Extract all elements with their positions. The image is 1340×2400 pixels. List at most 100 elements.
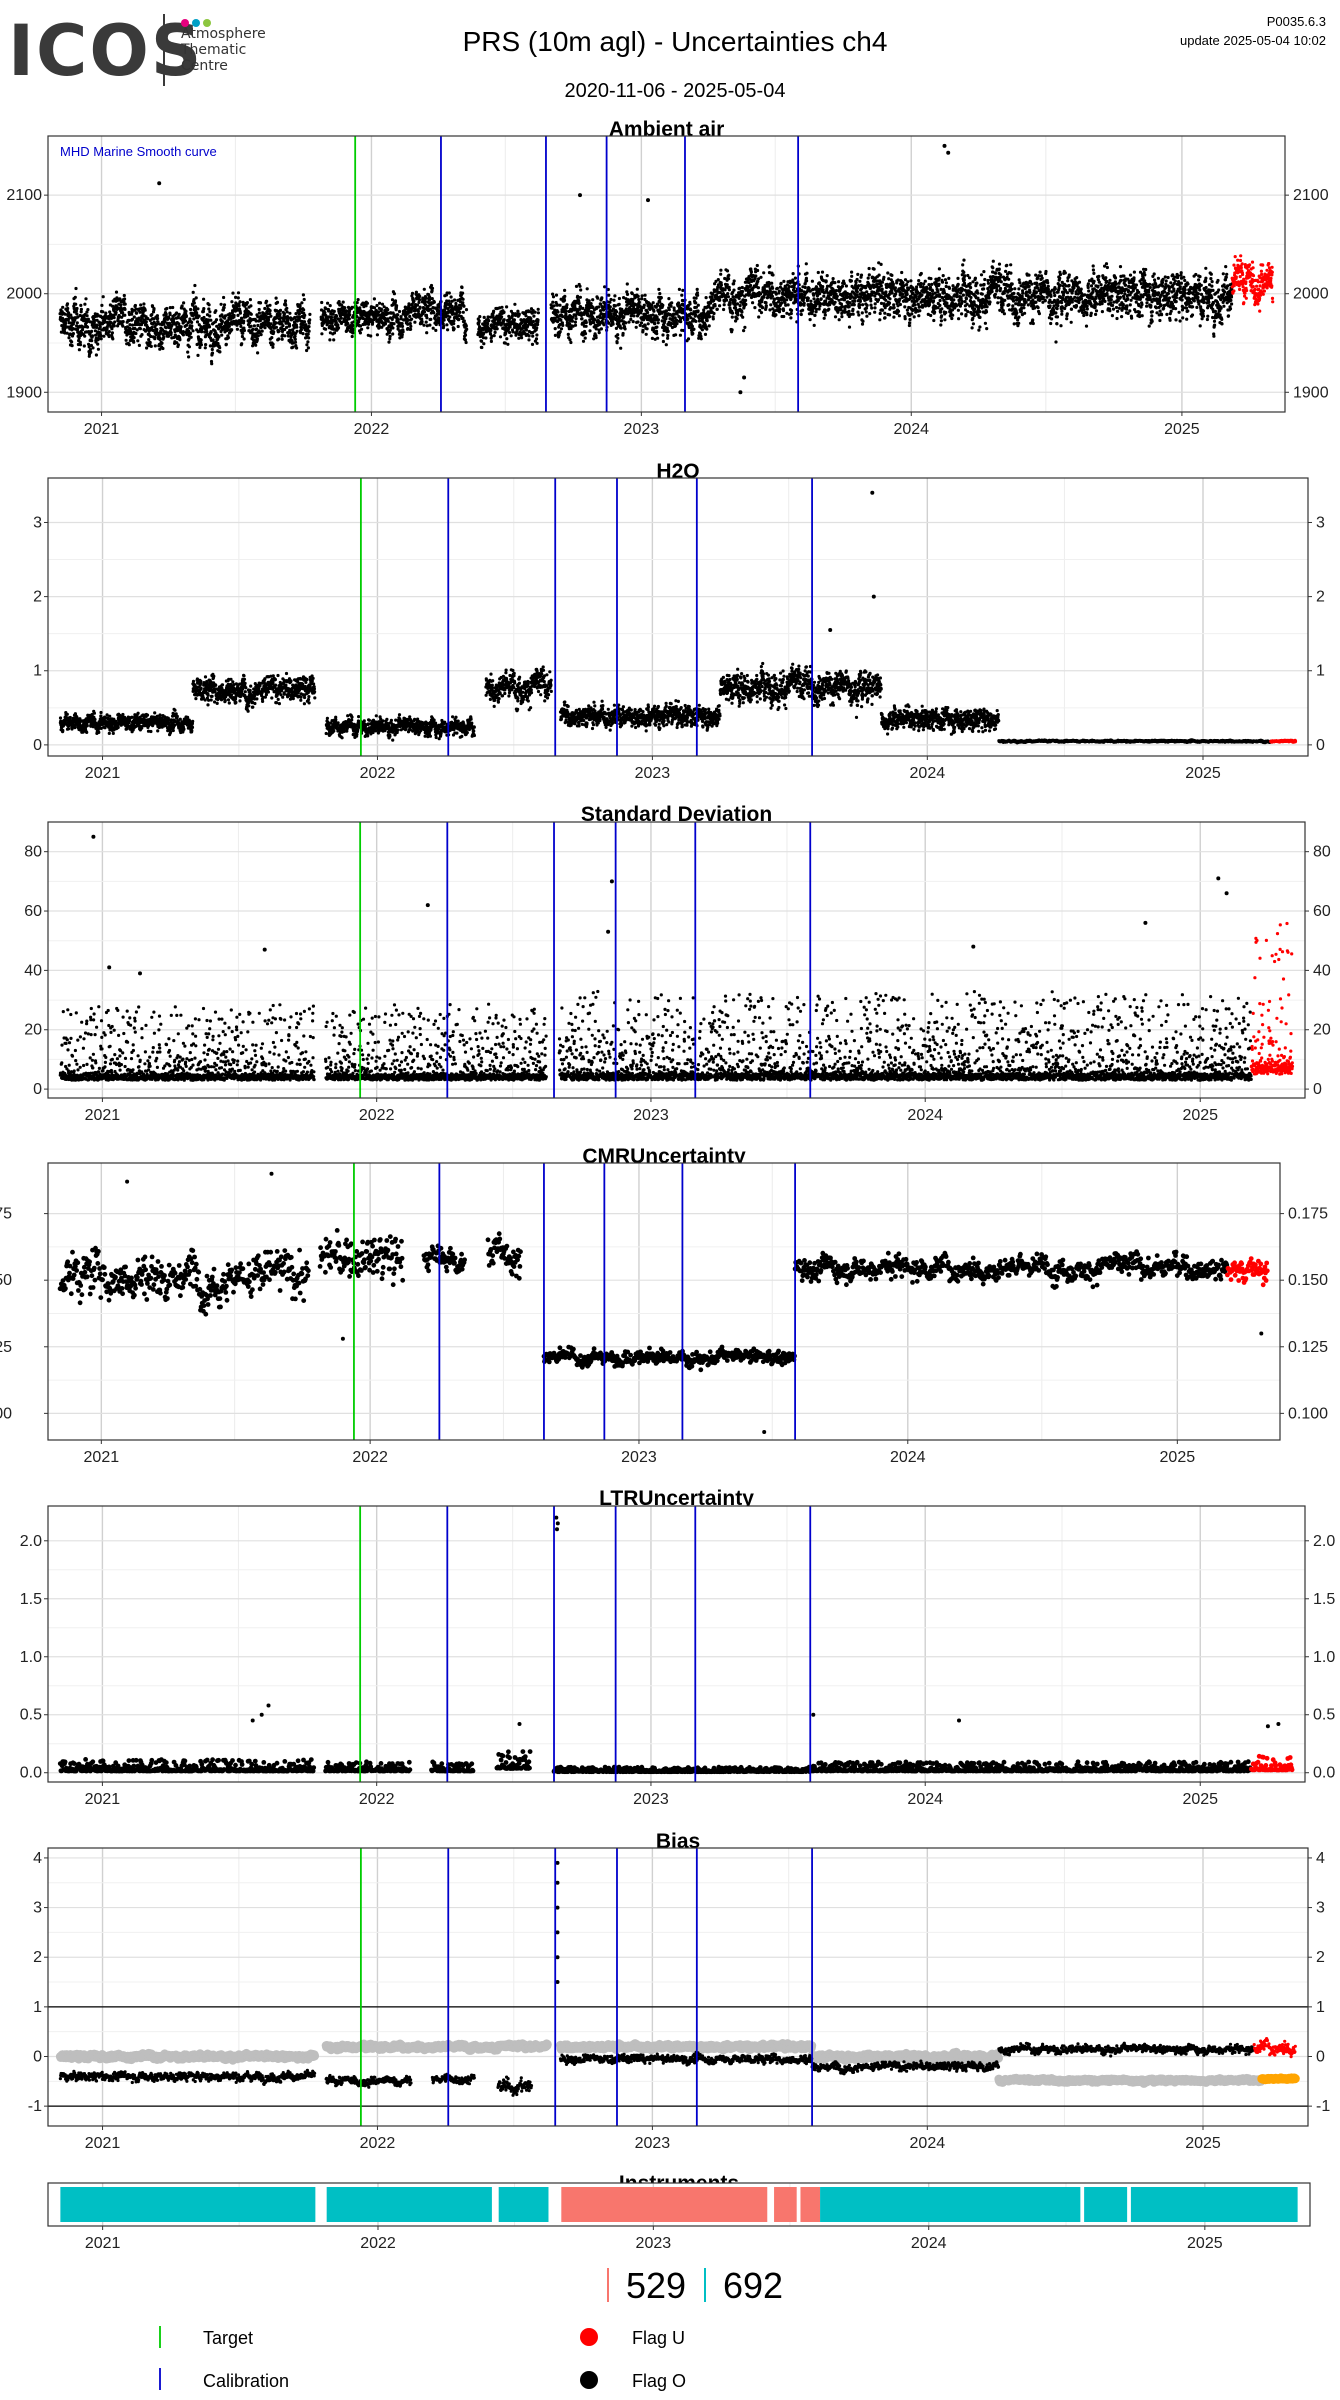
logo-dot-blue: [192, 19, 200, 27]
data-point: [425, 316, 429, 320]
data-point: [892, 315, 896, 319]
data-point: [492, 334, 496, 338]
data-point: [415, 303, 420, 307]
data-point: [865, 303, 869, 307]
data-point: [308, 318, 312, 322]
data-point: [162, 322, 166, 326]
data-point: [1002, 312, 1007, 316]
data-point: [1010, 287, 1014, 291]
data-point: [600, 296, 604, 300]
data-point: [256, 323, 260, 328]
data-point: [991, 259, 995, 263]
data-point: [188, 331, 193, 335]
data-point: [169, 331, 173, 335]
data-point: [356, 298, 360, 302]
data-point: [245, 301, 249, 305]
data-point: [984, 310, 989, 314]
data-point: [500, 305, 504, 309]
data-point: [908, 317, 912, 322]
data-point: [396, 318, 400, 322]
data-point: [208, 314, 212, 318]
data-point: [428, 323, 432, 327]
data-point: [855, 290, 859, 294]
data-point: [669, 304, 673, 308]
data-point: [898, 302, 903, 307]
data-point: [927, 283, 931, 287]
data-point: [397, 309, 402, 314]
data-point: [121, 311, 125, 315]
data-point: [694, 319, 698, 323]
data-point: [535, 326, 539, 330]
data-point: [870, 306, 874, 310]
data-point: [561, 323, 565, 327]
data-point: [396, 313, 400, 317]
data-point: [822, 316, 826, 320]
data-point: [161, 346, 165, 351]
data-point: [985, 305, 989, 309]
data-point: [268, 309, 272, 313]
data-point: [166, 334, 171, 338]
data-point: [842, 298, 847, 302]
data-point: [379, 307, 383, 311]
data-point: [430, 297, 434, 301]
data-point: [214, 309, 218, 313]
data-point: [202, 315, 206, 320]
data-point: [512, 318, 517, 322]
data-point: [164, 326, 168, 330]
data-point: [256, 351, 260, 355]
data-point: [365, 301, 369, 305]
data-point: [680, 293, 684, 297]
data-point: [812, 323, 816, 327]
data-point: [747, 293, 752, 297]
data-point: [179, 325, 183, 329]
data-point: [127, 318, 131, 322]
data-point: [1003, 298, 1007, 302]
data-point: [409, 324, 413, 328]
data-point: [558, 330, 562, 334]
data-point: [999, 280, 1003, 284]
data-point: [632, 314, 636, 318]
data-point: [128, 323, 132, 327]
data-point: [686, 337, 691, 341]
data-point: [263, 306, 267, 311]
data-point: [410, 317, 414, 321]
data-point: [561, 315, 565, 319]
data-point: [873, 306, 877, 310]
data-point: [906, 280, 910, 284]
data-point: [602, 308, 606, 312]
data-point: [429, 283, 434, 288]
data-point: [574, 284, 579, 288]
data-point: [242, 337, 246, 341]
data-point: [274, 296, 278, 300]
data-point: [878, 311, 882, 316]
data-point: [425, 331, 429, 335]
data-point: [89, 350, 93, 354]
data-point: [840, 315, 844, 319]
data-point: [851, 307, 855, 311]
data-point: [143, 308, 147, 312]
data-point: [938, 298, 942, 303]
data-point: [964, 297, 969, 301]
data-point: [872, 267, 876, 271]
data-point: [733, 299, 737, 303]
data-point: [822, 294, 826, 298]
data-point: [910, 312, 914, 316]
version-info: P0035.6.3 update 2025-05-04 10:02: [1180, 12, 1326, 50]
data-point: [656, 336, 660, 340]
data-point: [386, 319, 390, 323]
data-point: [400, 324, 405, 328]
data-point: [562, 298, 567, 302]
data-point: [306, 340, 310, 344]
data-point: [732, 279, 736, 283]
data-point: [771, 286, 775, 290]
data-point: [980, 292, 984, 296]
data-point: [667, 297, 671, 301]
data-point: [386, 308, 390, 312]
data-point: [820, 270, 825, 274]
data-point: [230, 300, 234, 304]
data-point: [484, 330, 488, 334]
data-point: [945, 301, 949, 305]
data-point: [774, 313, 778, 317]
data-point: [492, 309, 496, 313]
data-point: [821, 285, 825, 289]
